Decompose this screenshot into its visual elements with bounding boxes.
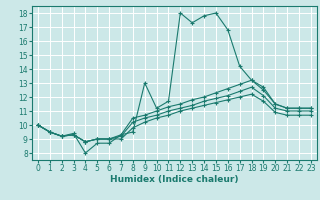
X-axis label: Humidex (Indice chaleur): Humidex (Indice chaleur)	[110, 175, 239, 184]
